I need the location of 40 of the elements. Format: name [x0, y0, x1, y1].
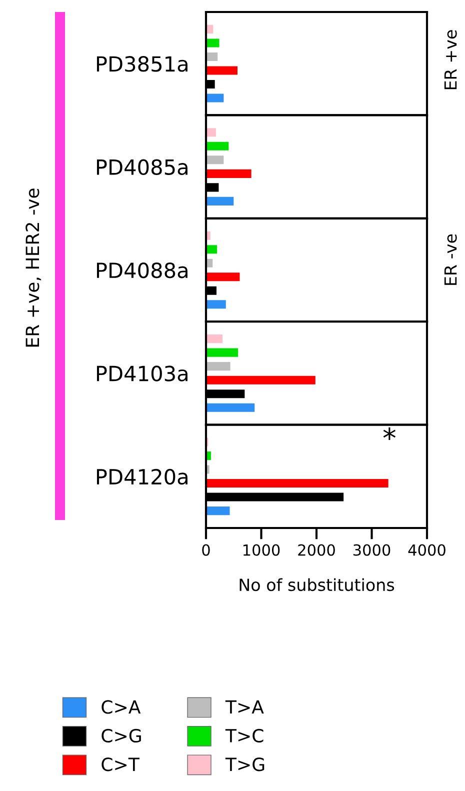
- x-axis-title: No of substitutions: [240, 578, 394, 592]
- annotation: *: [383, 427, 396, 440]
- x-tick-label: 4000: [408, 544, 446, 556]
- legend-label: C>T: [102, 758, 140, 772]
- legend-label: C>A: [102, 700, 141, 714]
- x-tick-label: 1000: [243, 544, 280, 556]
- bar: [206, 38, 220, 48]
- bar: [206, 506, 230, 516]
- bar: [206, 334, 223, 344]
- bar: [206, 272, 240, 282]
- x-tick-label: 3000: [353, 544, 390, 556]
- bar: [206, 479, 388, 488]
- bar: [206, 128, 216, 137]
- text: ER -ve: [444, 234, 457, 285]
- bar: [206, 362, 230, 371]
- legend-label: T>G: [225, 758, 264, 772]
- legend-label: T>C: [225, 728, 264, 743]
- x-tick-label: 0: [202, 544, 210, 556]
- y-tick-label: PD4085a: [96, 159, 188, 176]
- bar: [206, 348, 238, 357]
- bar: [206, 156, 224, 164]
- bar: [206, 52, 218, 61]
- bar: [206, 142, 229, 150]
- bar: [206, 300, 226, 309]
- text: ER +ve, HER2 -ve: [26, 188, 42, 347]
- bar: [206, 196, 234, 206]
- bar: [206, 403, 255, 412]
- text: ER +ve: [444, 30, 457, 90]
- bar: [206, 94, 224, 102]
- y-tick-label: PD4088a: [96, 262, 188, 278]
- legend-label: C>G: [102, 728, 141, 743]
- y-tick-label: PD4120a: [96, 468, 188, 485]
- y-tick-label: PD4103a: [96, 366, 188, 382]
- legend-label: T>A: [225, 700, 264, 714]
- y-tick-label: PD3851a: [96, 56, 188, 72]
- bar: [206, 66, 238, 75]
- bar: [206, 376, 316, 384]
- x-tick-label: 2000: [298, 544, 335, 556]
- bar: [206, 169, 252, 178]
- bar: [206, 245, 218, 254]
